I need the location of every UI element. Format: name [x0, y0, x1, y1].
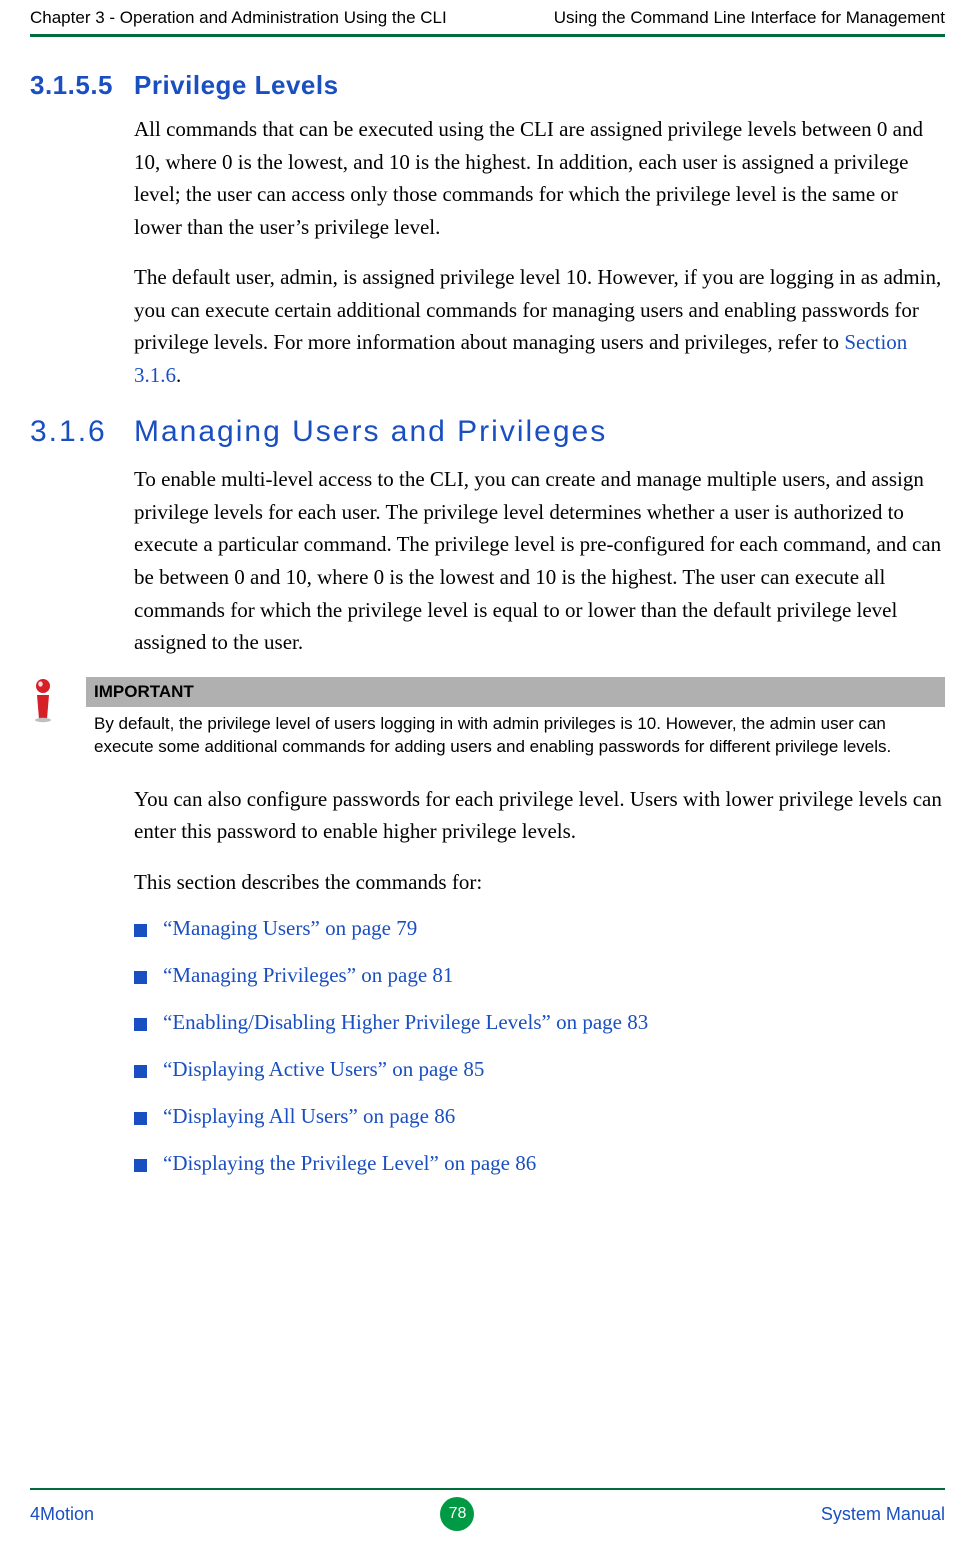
paragraph: This section describes the commands for:	[134, 866, 945, 899]
list-item: “Enabling/Disabling Higher Privilege Lev…	[134, 1010, 945, 1035]
page-number-badge: 78	[440, 1497, 474, 1531]
xref-link[interactable]: “Displaying All Users” on page 86	[163, 1104, 455, 1129]
paragraph: The default user, admin, is assigned pri…	[134, 261, 945, 391]
header-right: Using the Command Line Interface for Man…	[554, 8, 945, 28]
footer-rule	[30, 1488, 945, 1490]
square-bullet-icon	[134, 1018, 147, 1031]
header-rule	[30, 34, 945, 37]
list-item: “Displaying Active Users” on page 85	[134, 1057, 945, 1082]
heading-3-1-6: 3.1.6 Managing Users and Privileges	[30, 415, 945, 449]
page-footer: 4Motion 78 System Manual	[30, 1497, 945, 1531]
section-3-1-5-5-body: All commands that can be executed using …	[134, 113, 945, 391]
header-left: Chapter 3 - Operation and Administration…	[30, 8, 447, 28]
xref-link[interactable]: “Displaying the Privilege Level” on page…	[163, 1151, 536, 1176]
square-bullet-icon	[134, 1159, 147, 1172]
page: Chapter 3 - Operation and Administration…	[0, 0, 975, 1545]
heading-3-1-5-5: 3.1.5.5 Privilege Levels	[30, 70, 945, 101]
text: .	[176, 363, 181, 387]
list-item: “Managing Users” on page 79	[134, 916, 945, 941]
xref-bullet-list: “Managing Users” on page 79 “Managing Pr…	[134, 916, 945, 1176]
square-bullet-icon	[134, 1065, 147, 1078]
page-number: 78	[449, 1505, 467, 1523]
heading-number: 3.1.6	[30, 415, 134, 449]
square-bullet-icon	[134, 971, 147, 984]
footer-right[interactable]: System Manual	[821, 1504, 945, 1525]
paragraph: To enable multi-level access to the CLI,…	[134, 463, 945, 658]
heading-number: 3.1.5.5	[30, 70, 134, 101]
page-header: Chapter 3 - Operation and Administration…	[0, 0, 975, 34]
section-3-1-6-body-2: You can also configure passwords for eac…	[134, 783, 945, 1177]
heading-title: Managing Users and Privileges	[134, 415, 607, 449]
section-3-1-6-body: To enable multi-level access to the CLI,…	[134, 463, 945, 658]
footer-left[interactable]: 4Motion	[30, 1504, 94, 1525]
list-item: “Displaying the Privilege Level” on page…	[134, 1151, 945, 1176]
xref-link[interactable]: “Displaying Active Users” on page 85	[163, 1057, 484, 1082]
xref-link[interactable]: “Managing Privileges” on page 81	[163, 963, 453, 988]
square-bullet-icon	[134, 1112, 147, 1125]
paragraph: You can also configure passwords for eac…	[134, 783, 945, 848]
content-area: 3.1.5.5 Privilege Levels All commands th…	[30, 70, 945, 1465]
xref-link[interactable]: “Enabling/Disabling Higher Privilege Lev…	[163, 1010, 648, 1035]
xref-link[interactable]: “Managing Users” on page 79	[163, 916, 417, 941]
callout-body: IMPORTANT By default, the privilege leve…	[86, 677, 945, 761]
important-callout: IMPORTANT By default, the privilege leve…	[30, 677, 945, 761]
callout-text: By default, the privilege level of users…	[86, 707, 945, 761]
callout-title: IMPORTANT	[86, 677, 945, 707]
square-bullet-icon	[134, 924, 147, 937]
list-item: “Managing Privileges” on page 81	[134, 963, 945, 988]
list-item: “Displaying All Users” on page 86	[134, 1104, 945, 1129]
paragraph: All commands that can be executed using …	[134, 113, 945, 243]
heading-title: Privilege Levels	[134, 70, 339, 101]
text: The default user, admin, is assigned pri…	[134, 265, 941, 354]
important-icon	[30, 677, 86, 728]
